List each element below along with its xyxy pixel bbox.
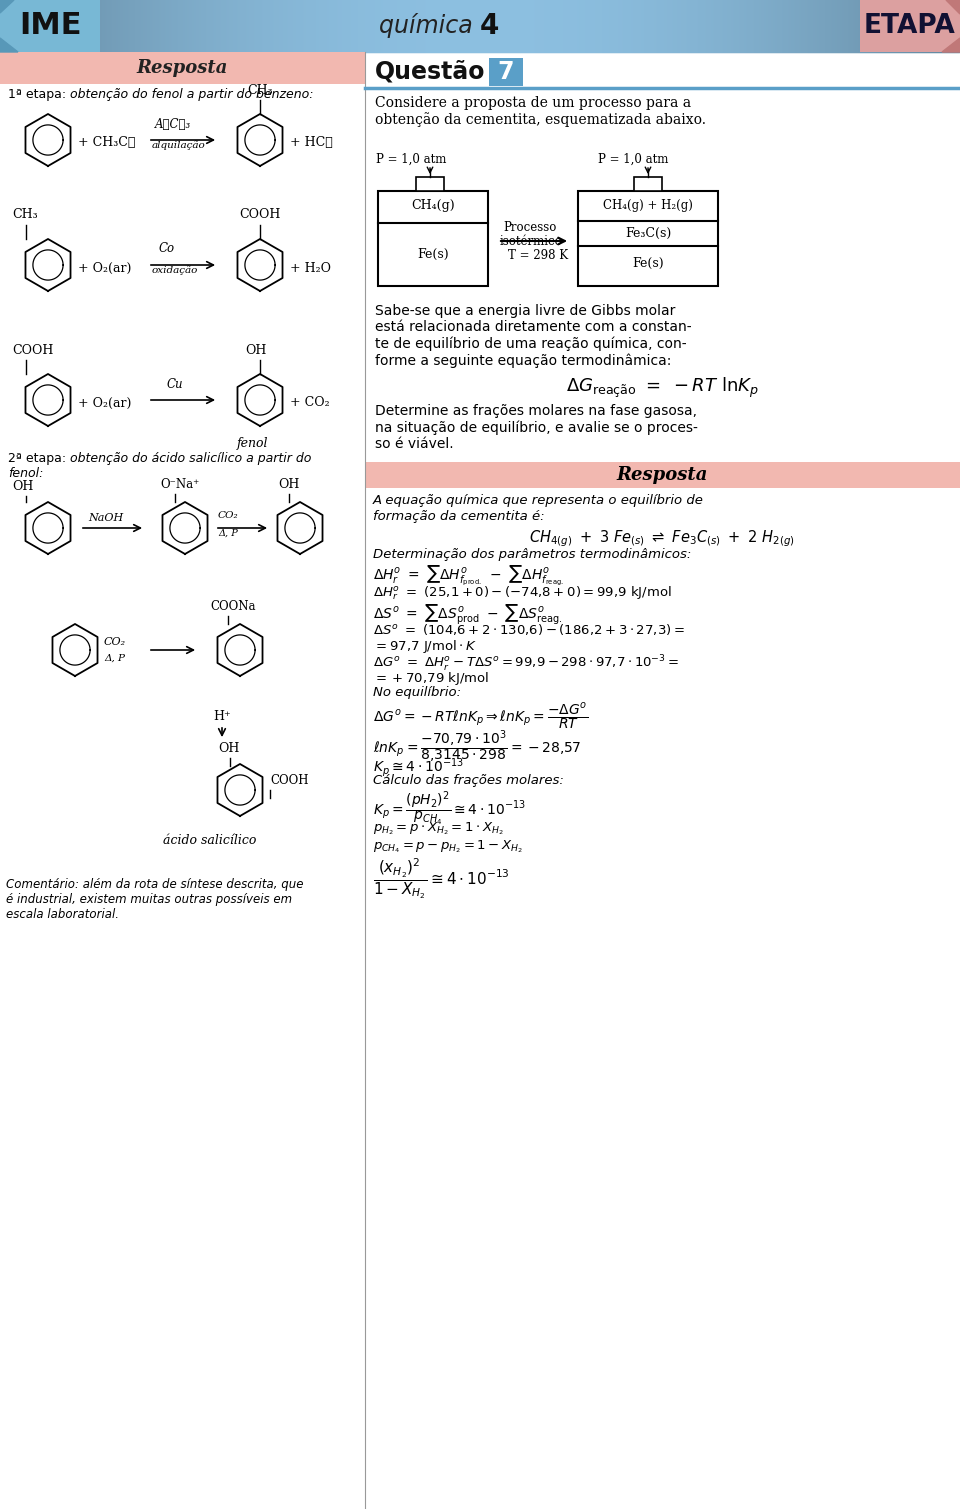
Text: OH: OH: [278, 477, 300, 490]
Text: COONa: COONa: [210, 599, 255, 613]
Text: isotérmico: isotérmico: [500, 235, 563, 247]
Text: Resposta: Resposta: [136, 59, 228, 77]
Text: ETAPA: ETAPA: [864, 14, 956, 39]
Text: $\dfrac{(x_{H_2})^2}{1 - X_{H_2}} \cong 4 \cdot 10^{-13}$: $\dfrac{(x_{H_2})^2}{1 - X_{H_2}} \cong …: [373, 856, 510, 901]
Polygon shape: [0, 0, 14, 14]
Text: CH₄(g) + H₂(g): CH₄(g) + H₂(g): [603, 199, 693, 213]
Text: OH: OH: [218, 741, 239, 754]
Text: química: química: [379, 14, 480, 39]
Text: + H₂O: + H₂O: [290, 261, 331, 275]
Text: 4: 4: [480, 12, 499, 41]
Text: $\Delta H_r^o\ =\ (25{,}1 + 0) - (-74{,}8 + 0) = 99{,}9\ \mathrm{kJ/mol}$: $\Delta H_r^o\ =\ (25{,}1 + 0) - (-74{,}…: [373, 584, 672, 602]
Text: CH₄(g): CH₄(g): [411, 199, 455, 211]
Polygon shape: [0, 38, 18, 51]
Bar: [578, 192, 718, 287]
Text: Determine as frações molares na fase gasosa,
na situação de equilíbrio, e avalie: Determine as frações molares na fase gas…: [375, 404, 698, 451]
Text: 7: 7: [497, 60, 515, 85]
Text: Questão: Questão: [375, 60, 486, 85]
Text: obtenção do fenol a partir do benzeno:: obtenção do fenol a partir do benzeno:: [70, 88, 314, 101]
Text: OH: OH: [12, 480, 34, 492]
Text: Comentário: além da rota de síntese descrita, que
é industrial, existem muitas o: Comentário: além da rota de síntese desc…: [6, 878, 303, 920]
Text: $= 97{,}7\ \mathrm{J/mol} \cdot K$: $= 97{,}7\ \mathrm{J/mol} \cdot K$: [373, 638, 477, 655]
Text: CO₂: CO₂: [218, 512, 239, 521]
Text: $\Delta G^o\ =\ \Delta H_r^o - T\Delta S^o = 99{,}9 - 298 \cdot 97{,}7 \cdot 10^: $\Delta G^o\ =\ \Delta H_r^o - T\Delta S…: [373, 653, 680, 675]
Text: $= +70{,}79\ \mathrm{kJ/mol}$: $= +70{,}79\ \mathrm{kJ/mol}$: [373, 670, 490, 687]
Text: fenol: fenol: [237, 436, 269, 450]
Bar: [378, 192, 488, 287]
Text: oxidação: oxidação: [152, 266, 199, 275]
Polygon shape: [946, 0, 960, 14]
Text: Fe(s): Fe(s): [633, 257, 663, 270]
Text: $p_{H_2} = p \cdot X_{H_2} = 1 \cdot X_{H_2}$: $p_{H_2} = p \cdot X_{H_2} = 1 \cdot X_{…: [373, 819, 504, 836]
Text: COOH: COOH: [239, 208, 280, 222]
Text: CH₃: CH₃: [247, 83, 273, 97]
Text: CO₂: CO₂: [104, 637, 126, 647]
Text: Δ, P: Δ, P: [104, 653, 125, 662]
Text: 1ª etapa:: 1ª etapa:: [8, 88, 70, 101]
Text: A equação química que representa o equilíbrio de: A equação química que representa o equil…: [373, 493, 704, 507]
Bar: [860, 0, 960, 51]
Text: $\Delta S^o\ =\ (104{,}6 + 2 \cdot 130{,}6) - (186{,}2 + 3 \cdot 27{,}3) =$: $\Delta S^o\ =\ (104{,}6 + 2 \cdot 130{,…: [373, 622, 684, 637]
Text: $\Delta H_r^o\ =\ \sum \Delta H^o_{f_{\mathrm{prod.}}}\ -\ \sum \Delta H^o_{f_{\: $\Delta H_r^o\ =\ \sum \Delta H^o_{f_{\m…: [373, 564, 564, 589]
Text: obtenção do ácido salicílico a partir do: obtenção do ácido salicílico a partir do: [70, 453, 311, 465]
Text: COOH: COOH: [270, 774, 308, 786]
Text: $K_p = \dfrac{(pH_2)^2}{p_{CH_4}} \cong 4 \cdot 10^{-13}$: $K_p = \dfrac{(pH_2)^2}{p_{CH_4}} \cong …: [373, 791, 526, 828]
Text: OH: OH: [246, 344, 267, 356]
Text: 2ª etapa:: 2ª etapa:: [8, 453, 70, 465]
Text: Processo: Processo: [503, 220, 557, 234]
Text: fenol:: fenol:: [8, 466, 43, 480]
Text: NaOH: NaOH: [88, 513, 123, 524]
Text: Co: Co: [159, 243, 175, 255]
Text: Cálculo das frações molares:: Cálculo das frações molares:: [373, 774, 564, 788]
Text: + O₂(ar): + O₂(ar): [78, 397, 132, 409]
Text: ácido salicílico: ácido salicílico: [163, 833, 256, 847]
Text: O⁻Na⁺: O⁻Na⁺: [160, 477, 200, 490]
Text: COOH: COOH: [12, 344, 54, 356]
Text: alquilação: alquilação: [152, 140, 205, 149]
Text: $p_{CH_4} = p - p_{H_2} = 1 - X_{H_2}$: $p_{CH_4} = p - p_{H_2} = 1 - X_{H_2}$: [373, 837, 523, 854]
Text: CH₃: CH₃: [12, 208, 37, 222]
Bar: [365, 462, 960, 487]
Text: $\Delta S^o\ =\ \sum \Delta S^o_{\mathrm{prod}}\ -\ \sum \Delta S^o_{\mathrm{rea: $\Delta S^o\ =\ \sum \Delta S^o_{\mathrm…: [373, 602, 563, 626]
Text: $\ell nK_p = \dfrac{-70{,}79 \cdot 10^3}{8{,}3145 \cdot 298} = -28{,}57$: $\ell nK_p = \dfrac{-70{,}79 \cdot 10^3}…: [373, 727, 582, 765]
Text: $CH_{4(g)}\ +\ 3\ Fe_{(s)}\ \rightleftharpoons\ Fe_3C_{(s)}\ +\ 2\ H_{2(g)}$: $CH_{4(g)}\ +\ 3\ Fe_{(s)}\ \rightleftha…: [529, 528, 795, 549]
Text: $K_p \cong 4 \cdot 10^{-13}$: $K_p \cong 4 \cdot 10^{-13}$: [373, 756, 464, 779]
Text: $\Delta G^o = -RT\ell nK_p \Rightarrow \ell nK_p = \dfrac{-\Delta G^o}{RT}$: $\Delta G^o = -RT\ell nK_p \Rightarrow \…: [373, 702, 588, 732]
Text: Resposta: Resposta: [616, 466, 708, 484]
Bar: [634, 177, 662, 192]
Text: T = 298 K: T = 298 K: [508, 249, 568, 263]
Text: Determinação dos parâmetros termodinâmicos:: Determinação dos parâmetros termodinâmic…: [373, 548, 691, 561]
Text: No equilíbrio:: No equilíbrio:: [373, 687, 461, 699]
Bar: [0, 0, 100, 51]
Text: Δ, P: Δ, P: [218, 528, 238, 537]
Bar: [0, 51, 365, 85]
Text: Fe(s): Fe(s): [418, 247, 449, 261]
Text: AℓCℓ₃: AℓCℓ₃: [155, 118, 191, 130]
Text: IME: IME: [19, 12, 82, 41]
Text: P = 1,0 atm: P = 1,0 atm: [598, 152, 668, 166]
Text: H⁺: H⁺: [213, 709, 230, 723]
Text: Cu: Cu: [167, 377, 183, 391]
Polygon shape: [942, 38, 960, 51]
Text: Considere a proposta de um processo para a
obtenção da cementita, esquematizada : Considere a proposta de um processo para…: [375, 97, 706, 127]
Bar: [489, 57, 523, 86]
Text: Fe₃C(s): Fe₃C(s): [625, 226, 671, 240]
Bar: [416, 177, 444, 192]
Text: + CH₃Cℓ: + CH₃Cℓ: [78, 136, 135, 149]
Text: + CO₂: + CO₂: [290, 397, 329, 409]
Text: P = 1,0 atm: P = 1,0 atm: [376, 152, 446, 166]
Text: + O₂(ar): + O₂(ar): [78, 261, 132, 275]
Text: $\Delta G_{\mathrm{reação}}\ =\ -RT\ \mathrm{ln}K_p$: $\Delta G_{\mathrm{reação}}\ =\ -RT\ \ma…: [565, 376, 758, 400]
Text: Sabe-se que a energia livre de Gibbs molar
está relacionada diretamente com a co: Sabe-se que a energia livre de Gibbs mol…: [375, 303, 691, 368]
Text: + HCℓ: + HCℓ: [290, 136, 333, 149]
Text: formação da cementita é:: formação da cementita é:: [373, 510, 544, 524]
